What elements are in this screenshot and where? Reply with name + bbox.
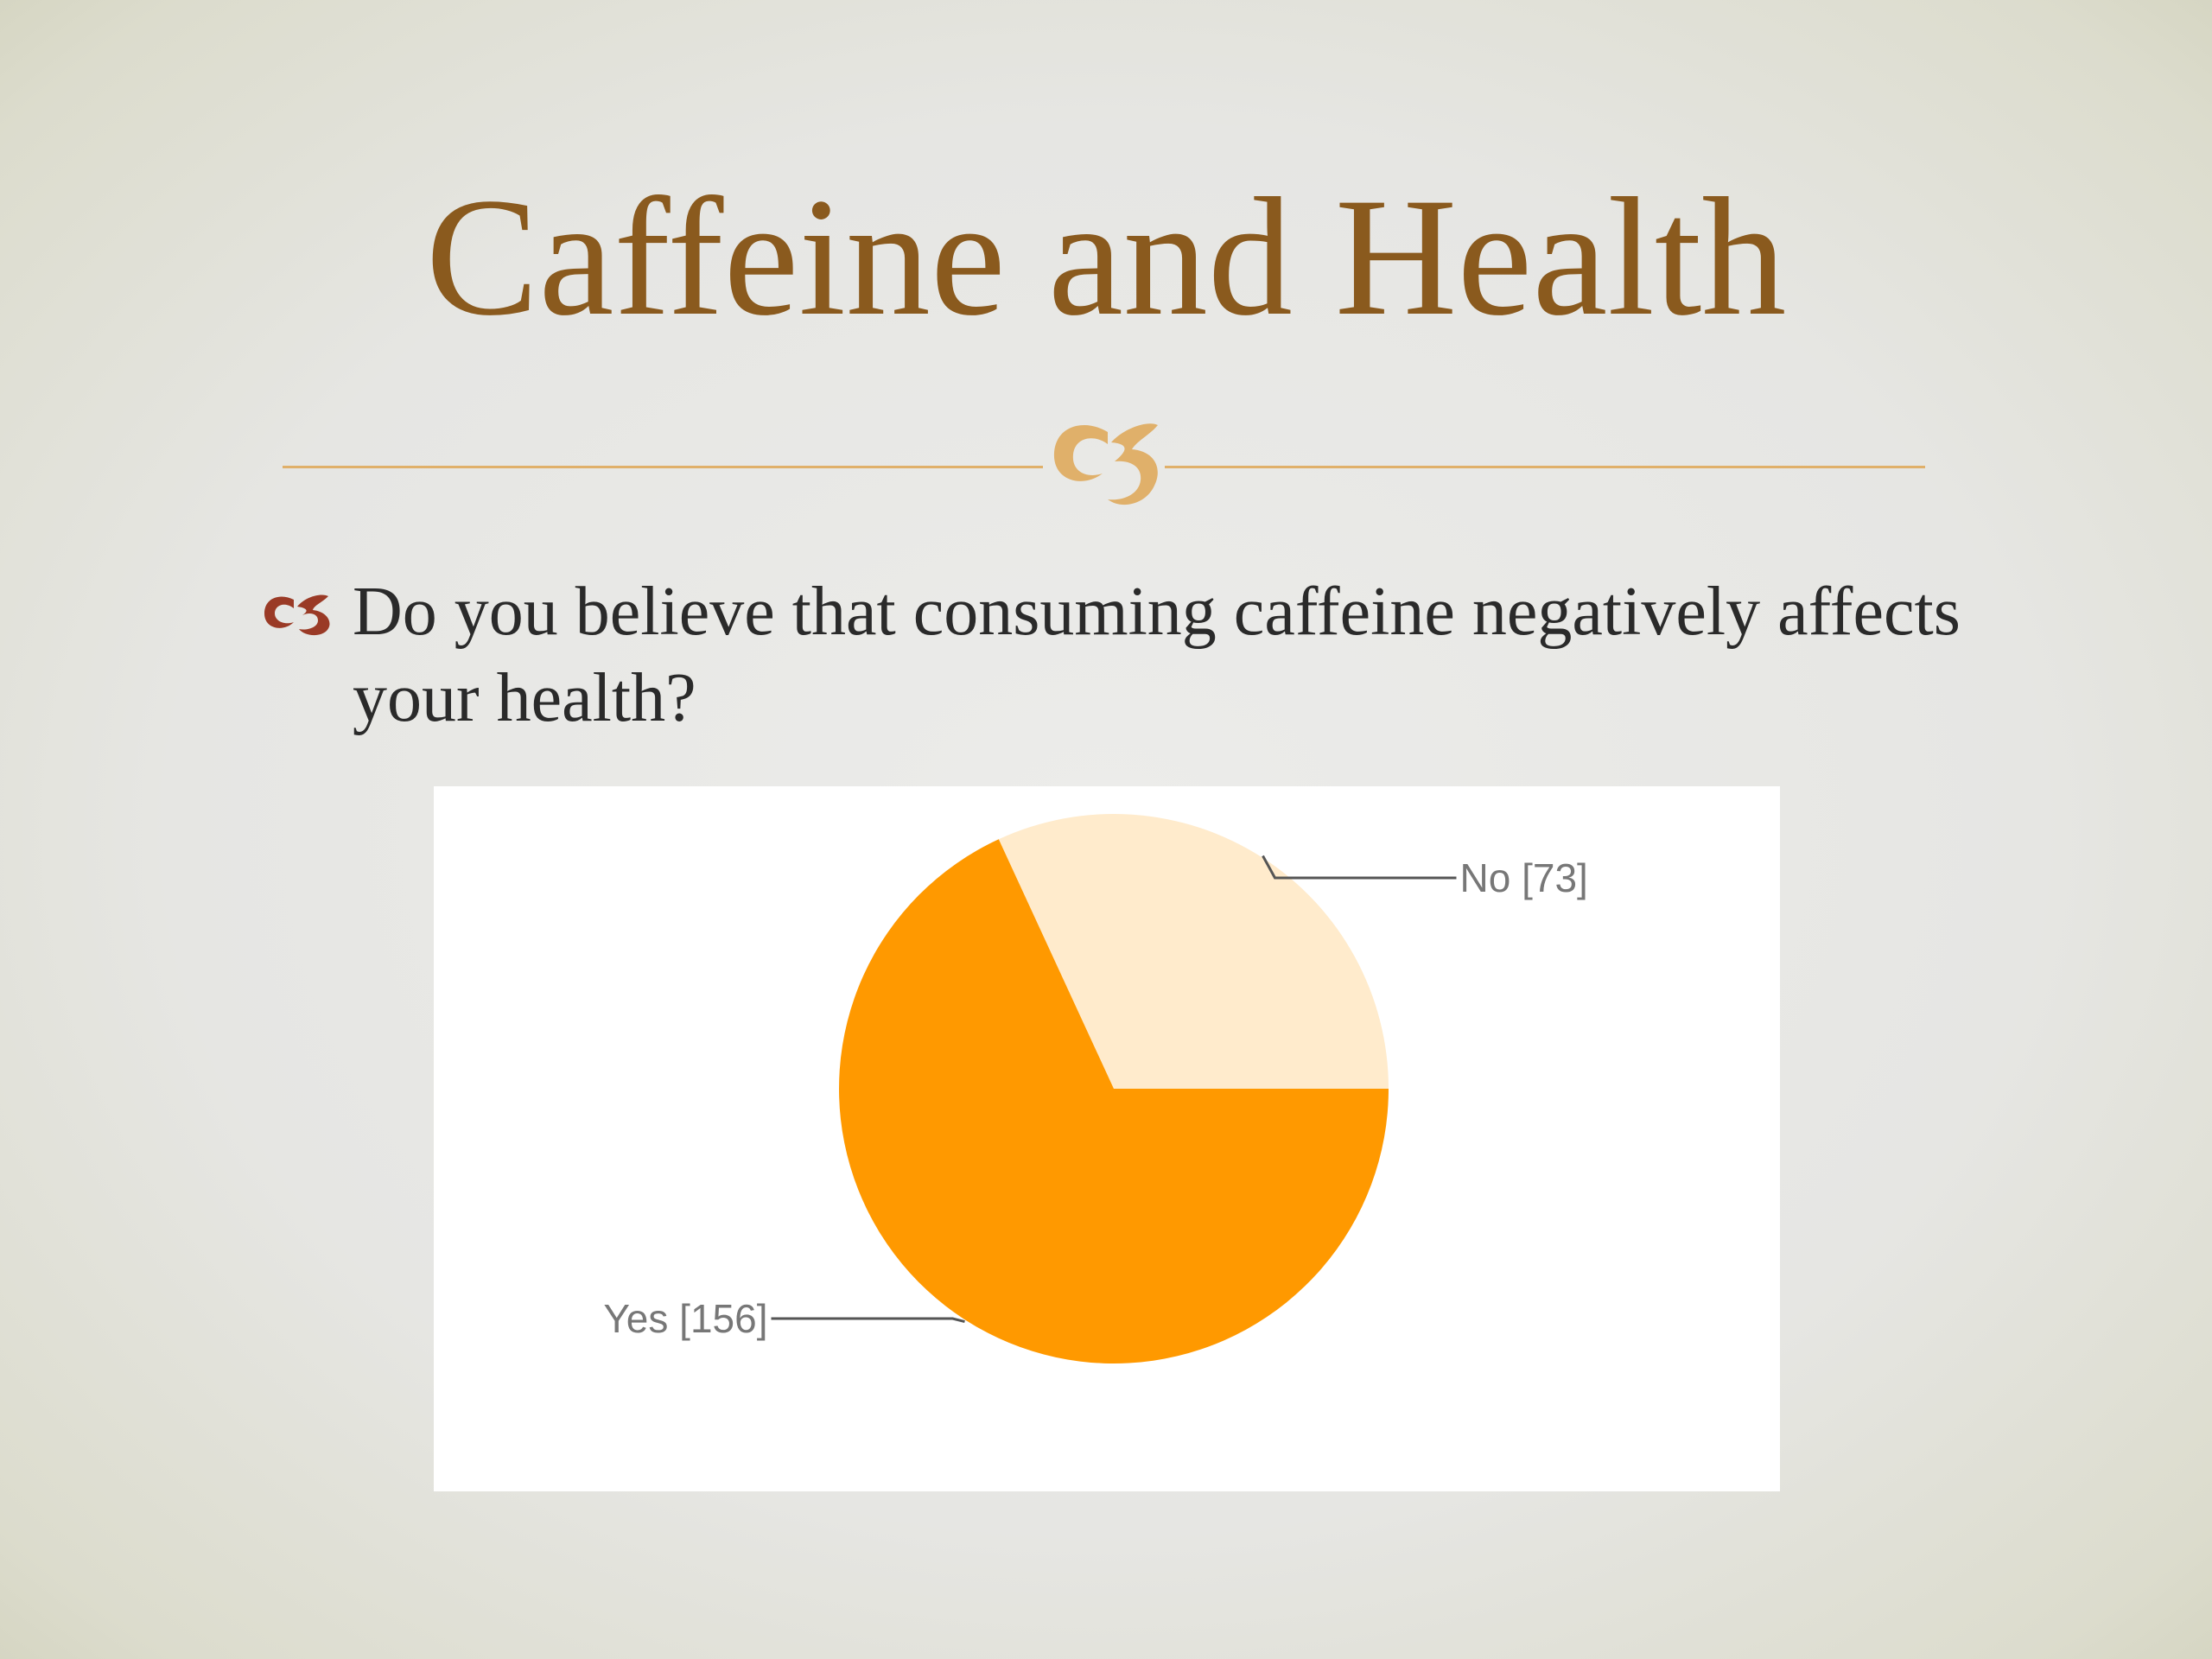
bullet-flourish-icon	[264, 594, 330, 636]
slice-label-no: No [73]	[1460, 855, 1588, 900]
survey-question: Do you believe that consuming caffeine n…	[353, 574, 1961, 736]
leader-line-yes	[771, 1317, 965, 1323]
pie-chart: No [73] Yes [156]	[603, 814, 1588, 1364]
pie-slice-no	[998, 814, 1389, 1089]
divider-line-left	[283, 466, 1043, 468]
divider-line-right	[1165, 466, 1925, 468]
ornament-icon	[1053, 423, 1158, 505]
pie-chart-panel: No [73] Yes [156]	[434, 786, 1780, 1491]
leader-lines	[771, 855, 1457, 1323]
slice-label-yes: Yes [156]	[603, 1296, 767, 1341]
slide-title: Caffeine and Health	[425, 163, 1787, 351]
pie-slices	[838, 814, 1389, 1364]
pie-slice-yes	[838, 839, 1389, 1364]
leader-line-no	[1262, 855, 1457, 880]
